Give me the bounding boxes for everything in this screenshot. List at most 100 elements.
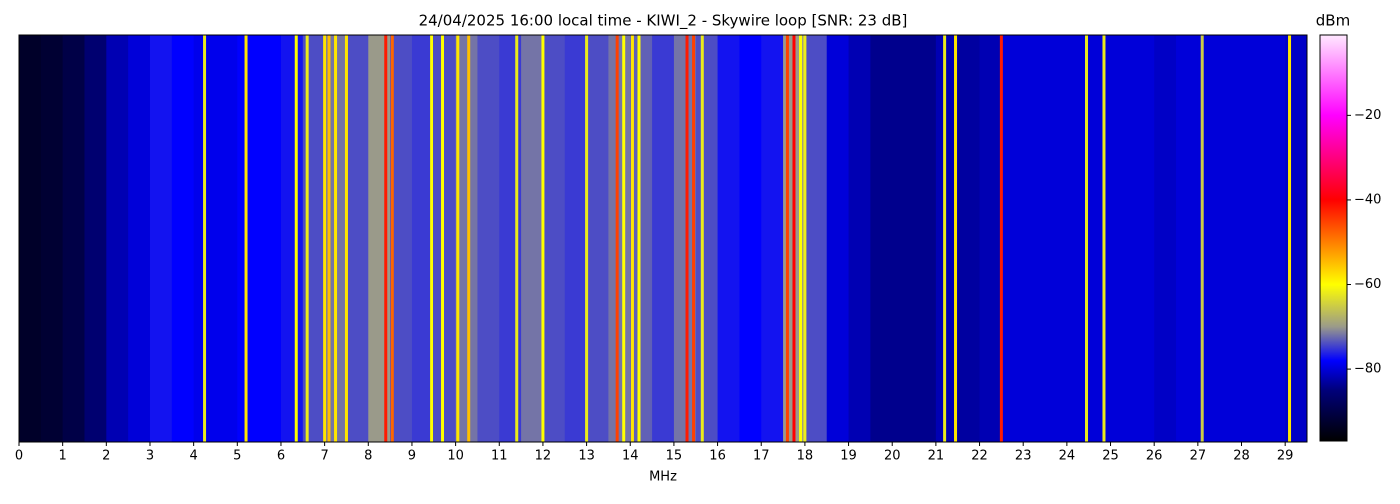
signal-line (294, 35, 298, 442)
signal-line (585, 35, 589, 442)
x-tick-label: 27 (1190, 449, 1207, 464)
spectrum-band (1241, 35, 1264, 442)
spectrum-band (564, 35, 588, 442)
x-tick-label: 11 (491, 449, 508, 464)
spectrum-band (1001, 35, 1024, 442)
spectrum-band (608, 35, 631, 442)
signal-line (622, 35, 626, 442)
signal-line (305, 35, 309, 442)
signal-line (515, 35, 519, 442)
spectrum-band (848, 35, 871, 442)
colorbar-tick-label: −60 (1354, 277, 1381, 292)
x-tick-label: 3 (146, 449, 154, 464)
colorbar-label: dBm (1316, 12, 1350, 30)
signal-line (327, 35, 331, 442)
x-tick-label: 22 (971, 449, 988, 464)
x-tick-label: 10 (447, 449, 464, 464)
chart-title: 24/04/2025 16:00 local time - KIWI_2 - S… (419, 12, 908, 31)
signal-line (390, 35, 394, 442)
plot-frame (18, 34, 1308, 443)
spectrum-band (171, 35, 195, 442)
colorbar-tick-label: −40 (1354, 192, 1381, 207)
signal-line (799, 35, 803, 442)
x-tick-label: 21 (928, 449, 945, 464)
spectrum-band (826, 35, 850, 442)
x-tick-label: 29 (1277, 449, 1294, 464)
spectrum-band (673, 35, 697, 442)
signal-line (1288, 35, 1292, 442)
x-tick-label: 9 (408, 449, 416, 464)
signal-line (344, 35, 348, 442)
spectrum-band (957, 35, 981, 442)
spectrum-band (19, 35, 42, 442)
x-tick-label: 20 (884, 449, 901, 464)
spectrum-band (652, 35, 675, 442)
signal-line (1085, 35, 1089, 442)
spectrum-band (237, 35, 260, 442)
spectrum-band (40, 35, 64, 442)
x-tick-label: 7 (320, 449, 328, 464)
signal-line (1102, 35, 1106, 442)
spectrum-band (84, 35, 107, 442)
spectrum-band (259, 35, 282, 442)
signal-line (384, 35, 388, 442)
spectrum-band (499, 35, 522, 442)
spectrum-band (149, 35, 173, 442)
spectrum-band (739, 35, 762, 442)
x-tick-label: 14 (622, 449, 639, 464)
spectrum-band (477, 35, 500, 442)
signal-line (323, 35, 327, 442)
spectrum-band (106, 35, 129, 442)
spectrum-band (979, 35, 1002, 442)
signal-line (430, 35, 434, 442)
spectrum-band (1154, 35, 1177, 442)
colorbar (1319, 34, 1348, 442)
x-tick-label: 15 (666, 449, 683, 464)
x-tick-label: 23 (1015, 449, 1032, 464)
signal-line (637, 35, 641, 442)
spectrum-band (586, 35, 609, 442)
spectrum-band (870, 35, 893, 442)
signal-line (541, 35, 545, 442)
x-tick-label: 28 (1233, 449, 1250, 464)
signal-line (785, 35, 789, 442)
spectrum-band (1263, 35, 1286, 442)
signal-line (441, 35, 445, 442)
signal-line (692, 35, 696, 442)
spectrum-band (1045, 35, 1068, 442)
x-tick-label: 24 (1059, 449, 1076, 464)
signal-line (615, 35, 619, 442)
spectrum-band (62, 35, 85, 442)
spectrum-band (1088, 35, 1112, 442)
spectrum-band (1066, 35, 1090, 442)
spectrum-band (215, 35, 238, 442)
x-tick-label: 18 (797, 449, 814, 464)
signal-line (700, 35, 704, 442)
x-tick-label: 6 (277, 449, 285, 464)
x-tick-label: 26 (1146, 449, 1163, 464)
spectrum-band (935, 35, 959, 442)
signal-line (943, 35, 947, 442)
signal-line (244, 35, 248, 442)
signal-line (203, 35, 207, 442)
spectrum-band (1132, 35, 1155, 442)
spectrum-band (390, 35, 413, 442)
x-tick-label: 4 (190, 449, 198, 464)
spectrum-band (717, 35, 740, 442)
spectrum-band (1023, 35, 1046, 442)
signal-line (999, 35, 1003, 442)
signal-line (685, 35, 689, 442)
spectrum-band (630, 35, 653, 442)
x-tick-label: 25 (1102, 449, 1119, 464)
spectrum-band (368, 35, 391, 442)
x-tick-label: 19 (840, 449, 857, 464)
spectrum-band (280, 35, 304, 442)
x-tick-label: 8 (364, 449, 372, 464)
signal-line (954, 35, 958, 442)
colorbar-tick-label: −80 (1354, 362, 1381, 377)
signal-line (456, 35, 460, 442)
x-tick-label: 1 (59, 449, 67, 464)
spectrum-band (346, 35, 369, 442)
x-tick-label: 5 (233, 449, 241, 464)
